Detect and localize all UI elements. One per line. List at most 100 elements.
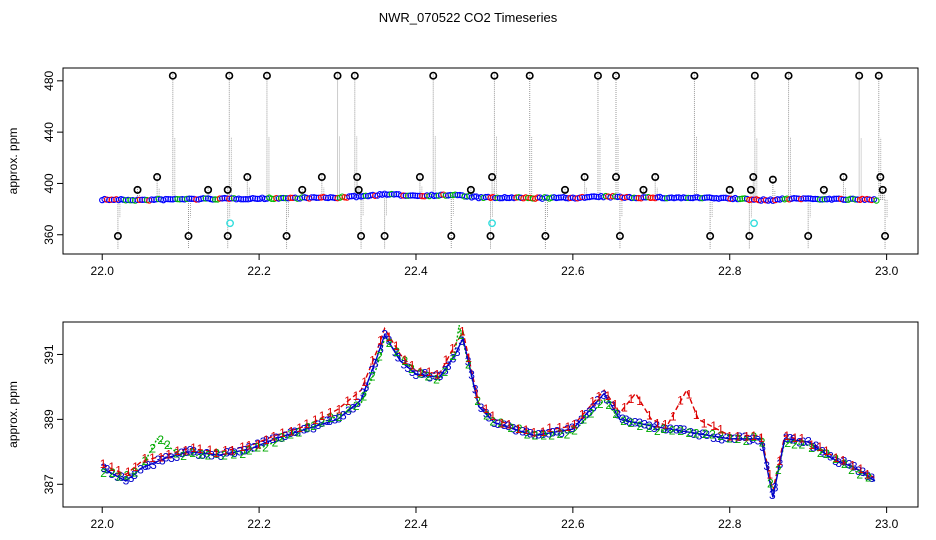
series-marker-3: 3 bbox=[569, 421, 576, 435]
series-marker-3: 3 bbox=[318, 416, 325, 430]
outlier-point bbox=[223, 232, 232, 241]
series-marker-2: 2 bbox=[205, 448, 212, 462]
outlier-point bbox=[184, 232, 193, 241]
series-marker-1: 1 bbox=[279, 426, 286, 440]
series-marker-3: 3 bbox=[422, 366, 429, 380]
series-marker-3: 3 bbox=[368, 364, 375, 378]
series-marker-3: 3 bbox=[326, 414, 333, 428]
series-marker-2: 2 bbox=[646, 421, 653, 435]
series-marker-1: 1 bbox=[459, 325, 466, 339]
series-marker-2: 2 bbox=[450, 349, 457, 363]
series-marker-3: 3 bbox=[478, 401, 485, 415]
series-marker-2: 2 bbox=[336, 410, 343, 424]
series-marker-1: 1 bbox=[100, 457, 107, 471]
outlier-point bbox=[615, 232, 624, 241]
y-tick-label: 360 bbox=[42, 224, 56, 244]
series-marker-3: 3 bbox=[510, 422, 517, 436]
series-marker-3: 3 bbox=[549, 425, 556, 439]
outlier-point bbox=[168, 71, 177, 80]
series-marker-3: 3 bbox=[681, 423, 688, 437]
outlier-point bbox=[486, 232, 495, 241]
series-marker-2: 2 bbox=[605, 398, 612, 412]
series-marker-3: 3 bbox=[864, 469, 871, 483]
series-marker-1: 1 bbox=[840, 453, 847, 467]
series-marker-1: 1 bbox=[132, 460, 139, 474]
series-marker-1: 1 bbox=[165, 448, 172, 462]
series-marker-1: 1 bbox=[263, 433, 270, 447]
outlier-point bbox=[768, 175, 777, 184]
series-marker-1: 1 bbox=[409, 358, 416, 372]
y-tick-label: 400 bbox=[42, 173, 56, 193]
series-marker-2: 2 bbox=[808, 441, 815, 455]
series-marker-3: 3 bbox=[324, 414, 331, 428]
series-marker-1: 1 bbox=[799, 432, 806, 446]
series-marker-1: 1 bbox=[336, 403, 343, 417]
series-marker-3: 3 bbox=[626, 415, 633, 429]
series-marker-3: 3 bbox=[183, 445, 190, 459]
series-marker-2: 2 bbox=[489, 414, 496, 428]
x-tick-label: 23.0 bbox=[875, 517, 899, 531]
series-marker-3: 3 bbox=[783, 431, 790, 445]
series-marker-3: 3 bbox=[123, 474, 130, 488]
series-marker-3: 3 bbox=[246, 441, 253, 455]
series-marker-1: 1 bbox=[213, 446, 220, 460]
series-marker-1: 1 bbox=[515, 422, 522, 436]
outlier-point bbox=[580, 173, 589, 182]
x-tick-label: 22.6 bbox=[561, 517, 585, 531]
series-marker-2: 2 bbox=[548, 428, 555, 442]
series-marker-1: 1 bbox=[750, 429, 757, 443]
outlier-point bbox=[855, 71, 864, 80]
series-marker-2: 2 bbox=[628, 416, 635, 430]
plot-frame-1 bbox=[62, 321, 919, 508]
cyan-point bbox=[750, 219, 758, 228]
series-marker-3: 3 bbox=[104, 462, 111, 476]
series-marker-1: 1 bbox=[246, 438, 253, 452]
outlier-point bbox=[350, 71, 359, 80]
series-marker-3: 3 bbox=[263, 434, 270, 448]
series-marker-2: 2 bbox=[571, 424, 578, 438]
series-marker-1: 1 bbox=[540, 425, 547, 439]
series-marker-3: 3 bbox=[426, 370, 433, 384]
series-marker-2: 2 bbox=[198, 448, 205, 462]
series-marker-2: 2 bbox=[157, 433, 164, 447]
series-marker-3: 3 bbox=[759, 440, 766, 454]
x-tick-label: 22.4 bbox=[404, 517, 428, 531]
series-marker-1: 1 bbox=[857, 462, 864, 476]
series-marker-3: 3 bbox=[583, 408, 590, 422]
outlier-point bbox=[488, 173, 497, 182]
series-marker-1: 1 bbox=[434, 367, 441, 381]
series-marker-3: 3 bbox=[287, 426, 294, 440]
outlier-point bbox=[223, 185, 232, 194]
series-marker-3: 3 bbox=[294, 426, 301, 440]
outlier-point bbox=[225, 71, 234, 80]
series-marker-3: 3 bbox=[704, 428, 711, 442]
series-marker-3: 3 bbox=[450, 351, 457, 365]
series-marker-3: 3 bbox=[519, 424, 526, 438]
series-marker-1: 1 bbox=[766, 467, 773, 481]
x-tick-label: 22.4 bbox=[404, 264, 428, 278]
series-marker-3: 3 bbox=[558, 426, 565, 440]
series-marker-1: 1 bbox=[579, 407, 586, 421]
outlier-point bbox=[804, 232, 813, 241]
series-marker-3: 3 bbox=[163, 451, 170, 465]
series-marker-2: 2 bbox=[483, 408, 490, 422]
series-marker-1: 1 bbox=[621, 401, 628, 415]
series-marker-3: 3 bbox=[241, 443, 248, 457]
series-marker-3: 3 bbox=[715, 431, 722, 445]
x-tick-label: 22.2 bbox=[247, 517, 271, 531]
y-tick-label: 387 bbox=[42, 474, 56, 494]
series-marker-2: 2 bbox=[319, 416, 326, 430]
series-marker-2: 2 bbox=[221, 449, 228, 463]
series-marker-2: 2 bbox=[677, 424, 684, 438]
series-marker-1: 1 bbox=[864, 467, 871, 481]
series-marker-1: 1 bbox=[654, 417, 661, 431]
series-marker-3: 3 bbox=[731, 432, 738, 446]
series-marker-3: 3 bbox=[600, 388, 607, 402]
series-marker-2: 2 bbox=[557, 427, 564, 441]
series-marker-2: 2 bbox=[173, 446, 180, 460]
series-marker-2: 2 bbox=[304, 421, 311, 435]
series-marker-2: 2 bbox=[180, 449, 187, 463]
outlier-point bbox=[690, 71, 699, 80]
series-marker-3: 3 bbox=[790, 433, 797, 447]
